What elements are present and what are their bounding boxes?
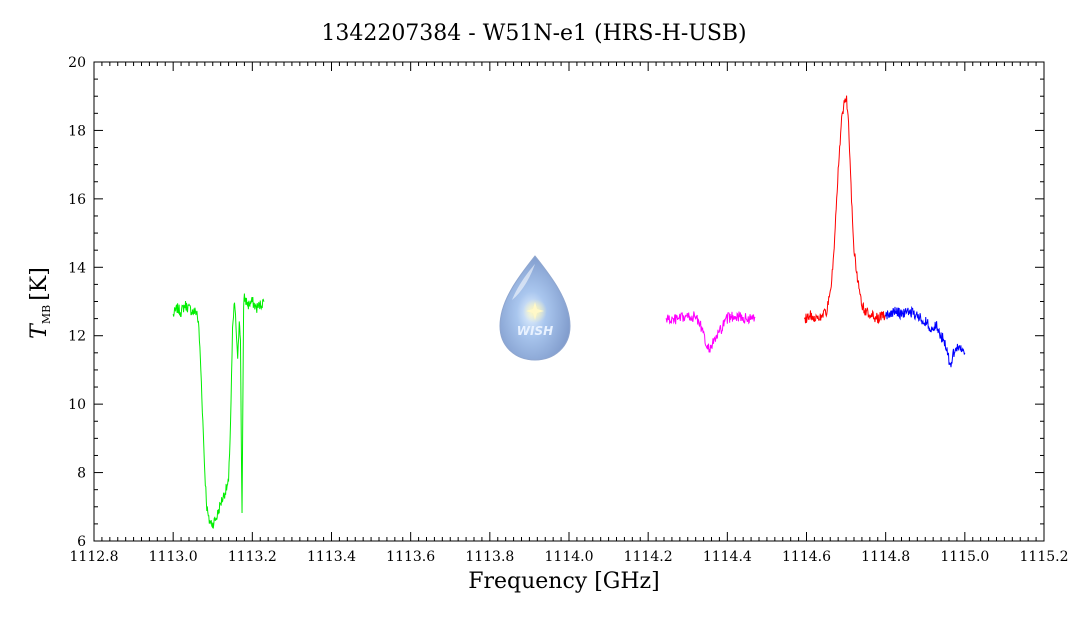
y-axis-label-unit: [K] xyxy=(27,267,52,301)
y-tick-label: 20 xyxy=(68,55,86,71)
x-tick-label: 1114.6 xyxy=(782,549,831,565)
y-axis-label-subscript: MB xyxy=(40,305,53,324)
x-tick-label: 1113.4 xyxy=(307,549,356,565)
x-tick-label: 1114.2 xyxy=(624,549,673,565)
y-tick-label: 14 xyxy=(68,260,86,276)
x-tick-label: 1113.0 xyxy=(149,549,198,565)
series-line-1 xyxy=(172,293,265,529)
y-tick-label: 10 xyxy=(68,397,86,413)
x-tick-label: 1112.8 xyxy=(70,549,119,565)
wish-logo: WISH xyxy=(499,255,571,361)
x-tick-label: 1113.2 xyxy=(228,549,277,565)
star-icon xyxy=(526,302,544,320)
drop-highlight xyxy=(512,264,535,300)
x-tick-label: 1114.8 xyxy=(861,549,910,565)
axis-ticks xyxy=(93,61,1045,542)
y-tick-labels: 6 8 10 12 14 16 18 20 xyxy=(68,55,86,550)
series-line-2 xyxy=(665,311,756,353)
y-tick-label: 18 xyxy=(68,123,86,139)
y-axis-label: TMB [K] xyxy=(27,267,53,339)
series-line-3 xyxy=(804,95,886,325)
x-tick-labels: 1112.8 1113.0 1113.2 1113.4 1113.6 1113.8 1114… xyxy=(70,549,1068,565)
x-tick-label: 1114.4 xyxy=(703,549,752,565)
y-tick-label: 8 xyxy=(77,466,86,482)
x-axis-label: Frequency [GHz] xyxy=(468,569,660,594)
logo-text: WISH xyxy=(517,324,553,338)
series-layer xyxy=(172,95,966,529)
plot-frame xyxy=(93,61,1045,542)
x-tick-label: 1113.6 xyxy=(386,549,435,565)
x-tick-label: 1115.2 xyxy=(1020,549,1068,565)
x-tick-label: 1114.0 xyxy=(545,549,594,565)
x-tick-label: 1113.8 xyxy=(465,549,514,565)
y-tick-label: 16 xyxy=(68,192,86,208)
series-line-4 xyxy=(885,305,966,368)
x-tick-label: 1115.0 xyxy=(940,549,989,565)
chart-title: 1342207384 - W51N-e1 (HRS-H-USB) xyxy=(321,21,746,46)
y-tick-label: 6 xyxy=(77,534,86,550)
y-axis-label-symbol: T xyxy=(27,322,52,339)
y-tick-label: 12 xyxy=(68,329,86,345)
